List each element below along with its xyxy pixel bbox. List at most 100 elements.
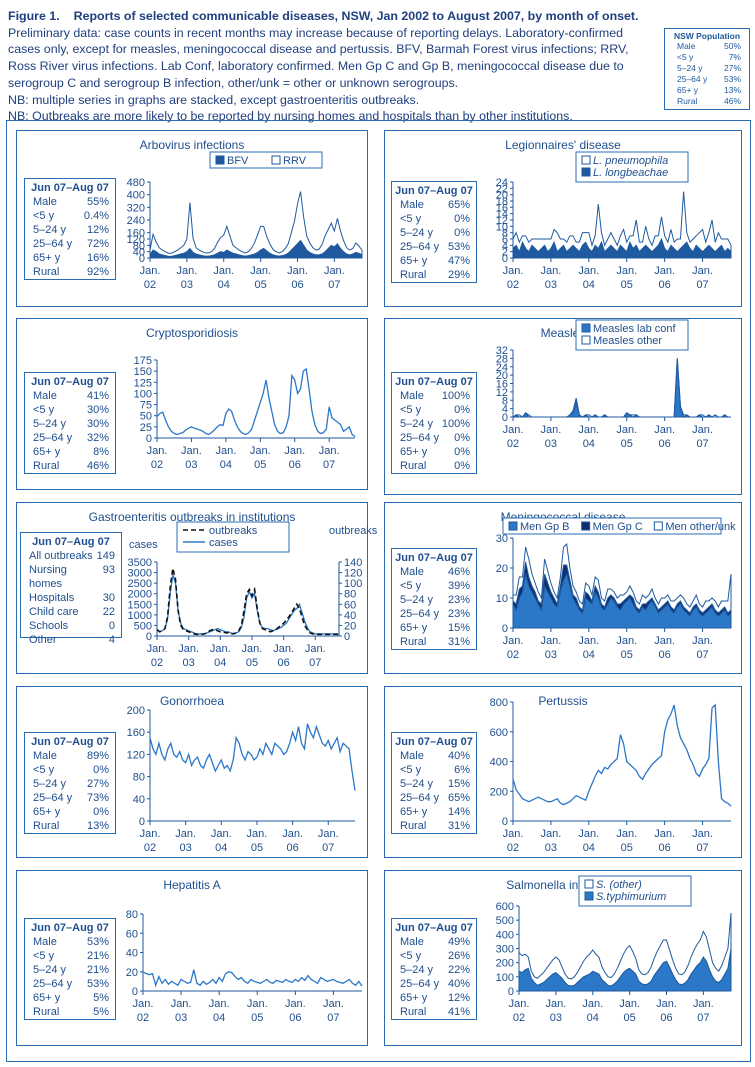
x-tick-label-year: 03 [550, 1012, 562, 1024]
population-row-value: 53% [723, 74, 741, 84]
population-row-value: 27% [723, 63, 741, 73]
stats-row: Schools 0 [21, 619, 121, 633]
stats-row-value: 100% [441, 418, 470, 430]
stats-row-label: Rural [33, 820, 60, 832]
population-row-label: Male [677, 41, 696, 51]
x-tick-label-year: 05 [254, 459, 266, 471]
x-tick-label: Jan. [616, 635, 637, 647]
x-tick-label: Jan. [211, 828, 232, 840]
stats-row-label: 25–64 y [33, 792, 73, 804]
x-tick-label-year: 07 [696, 279, 708, 291]
stats-box: Jun 07–Aug 07 All outbreaks 149 Nursing hom… [20, 532, 122, 646]
x-tick-label-year: 02 [151, 657, 163, 669]
y-tick-label: 100 [134, 388, 152, 400]
stats-row-value: 89% [86, 750, 109, 762]
x-tick-label: Jan. [181, 445, 202, 457]
stats-row-value: 6% [454, 764, 470, 776]
stats-row-value: 0% [454, 404, 470, 416]
stats-row-value: 73% [86, 792, 109, 804]
y-tick-label: 200 [127, 705, 145, 717]
x-tick-label-year: 05 [254, 279, 266, 291]
x-tick-label: Jan. [319, 445, 340, 457]
stats-row-value: 49% [447, 936, 470, 948]
x-tick-label-year: 06 [286, 842, 298, 854]
stats-row-value: 30% [86, 404, 109, 416]
x-tick-label: Jan. [247, 998, 268, 1010]
population-row: 65+ y 13% [665, 85, 749, 96]
stats-row-label: Rural [33, 1006, 60, 1018]
stats-box: Jun 07–Aug 07 Male 89% <5 y 0% 5–24 y 27% 25–64… [24, 732, 116, 834]
figure-title-line: Figure 1. Reports of selected communicabl… [8, 8, 658, 25]
figure-note: NB: multiple series in graphs are stacke… [8, 92, 420, 107]
stats-row: 5–24 y 21% [25, 963, 115, 977]
stats-row-label: <5 y [33, 764, 55, 776]
x-tick-label: Jan. [250, 445, 271, 457]
chart-salmonella: 0 100 200 300 400 500 600 Jan. 02 Jan. 03 Jan. 04 Jan… [496, 875, 732, 1024]
legend-label: L. longbeachae [593, 167, 668, 179]
stats-row: Male 89% [25, 749, 115, 763]
x-tick-label-year: 03 [185, 459, 197, 471]
legend-box [502, 517, 722, 535]
stats-box: Jun 07–Aug 07 Male 55% <5 y 0.4% 5–24 y 12% 25–… [24, 178, 116, 280]
x-tick-label-year: 04 [214, 657, 226, 669]
stats-row-value: 0% [454, 460, 470, 472]
y-tick-label: 6 [502, 234, 508, 246]
y-tick-label: 600 [490, 727, 508, 739]
x-tick-label-year: 02 [507, 649, 519, 661]
y-tick-label: 160 [127, 727, 145, 739]
y-tick-label: 125 [134, 377, 152, 389]
y-tick-label: 40 [133, 247, 145, 259]
stats-row-label: 25–64 y [400, 978, 440, 990]
stats-row-label: 5–24 y [33, 778, 67, 790]
y-tick-label: 40 [126, 948, 138, 960]
y-tick-label: 0 [502, 253, 508, 265]
legend-label: BFV [227, 155, 249, 167]
stats-row: Male 46% [392, 565, 476, 579]
x-tick-label: Jan. [247, 828, 268, 840]
x-tick-label-year: 07 [327, 1012, 339, 1024]
x-tick-label: Jan. [693, 998, 714, 1010]
y-tick-label: 2500 [128, 578, 152, 590]
stats-row: 25–64 y 65% [392, 791, 476, 805]
stats-row: <5 y 0% [392, 403, 476, 417]
stats-box: Jun 07–Aug 07 Male 46% <5 y 39% 5–24 y 23% 25–6… [391, 548, 477, 650]
stats-row-label: 25–64 y [400, 792, 440, 804]
stats-row-label: 65+ y [400, 255, 428, 267]
x-tick-label: Jan. [656, 998, 677, 1010]
y-tick-label: 300 [496, 944, 514, 956]
y-tick-label: 22 [496, 183, 508, 195]
population-row-value: 46% [723, 96, 741, 106]
x-tick-label: Jan. [503, 265, 524, 277]
legend-label: L. pneumophila [593, 155, 668, 167]
stats-row-label: Rural [400, 1006, 427, 1018]
population-row: <5 y 7% [665, 52, 749, 63]
stats-row-value: 31% [447, 636, 470, 648]
stats-row: Rural 92% [25, 265, 115, 279]
y-tick-label: 480 [127, 177, 145, 189]
stats-row: Male 55% [25, 195, 115, 209]
figure-number: Figure 1. [8, 9, 60, 23]
legend-swatch [584, 879, 594, 889]
y-tick-label-right: 140 [344, 557, 362, 569]
y-tick-label: 400 [490, 757, 508, 769]
x-tick-label-year: 03 [181, 279, 193, 291]
y-tick-label: 28 [496, 353, 508, 365]
y-tick-label: 60 [126, 928, 138, 940]
x-tick-label-year: 06 [277, 657, 289, 669]
x-tick-label-year: 04 [587, 1012, 599, 1024]
stats-row: 65+ y 47% [392, 254, 476, 268]
stats-row-label: All outbreaks [29, 550, 93, 562]
stats-row-value: 149 [96, 550, 115, 562]
stats-row-label: 65+ y [33, 252, 61, 264]
y-tick-label: 50 [140, 411, 152, 423]
stats-row-label: Rural [400, 269, 427, 281]
x-tick-label-year: 03 [175, 1012, 187, 1024]
y-tick-label: 0 [508, 986, 514, 998]
x-tick-label-year: 03 [180, 842, 192, 854]
stats-row-value: 55% [86, 196, 109, 208]
series-area-men-other-unk [512, 542, 732, 614]
legend-box [176, 521, 290, 553]
stats-row-value: 12% [86, 224, 109, 236]
y-tick-label: 12 [496, 215, 508, 227]
x-tick-label-year: 02 [507, 842, 519, 854]
